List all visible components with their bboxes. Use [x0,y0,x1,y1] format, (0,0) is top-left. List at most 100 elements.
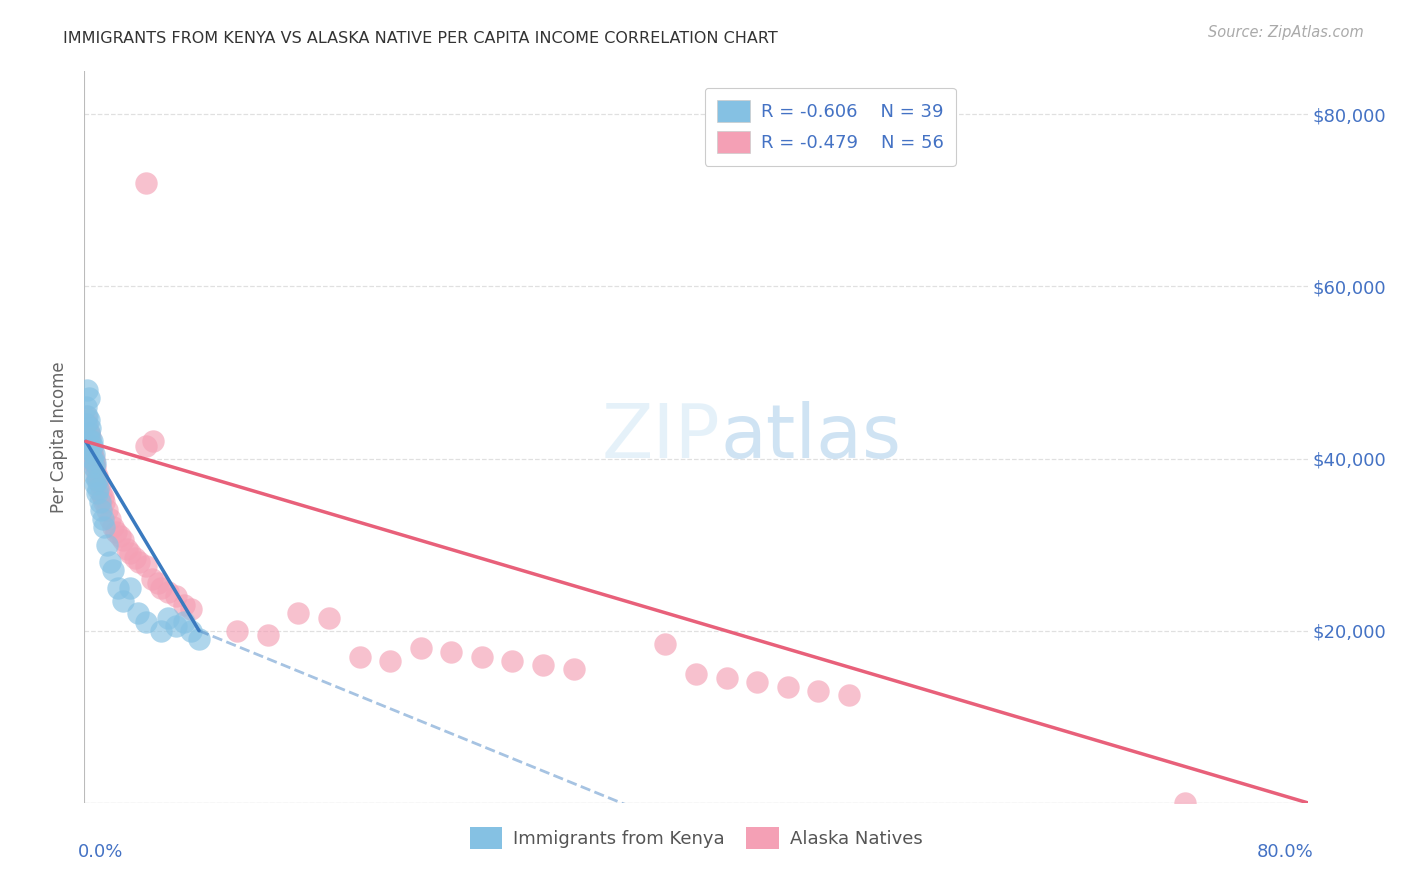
Point [838,688,860,702]
Point [84,477,107,491]
Point [502,654,524,668]
Point [349,649,371,664]
Point [80,442,103,457]
Point [76,383,98,397]
Point [80,451,103,466]
Point [75,417,97,432]
Point [86,473,108,487]
Y-axis label: Per Capita Income: Per Capita Income [51,361,69,513]
Point [84,460,107,475]
Point [79,442,101,457]
Text: Source: ZipAtlas.com: Source: ZipAtlas.com [1208,25,1364,40]
Point [409,640,432,655]
Point [83,451,105,466]
Point [128,555,150,569]
Point [87,473,110,487]
Point [86,468,108,483]
Point [111,533,134,548]
Point [165,619,187,633]
Point [173,598,195,612]
Point [86,486,108,500]
Point [135,559,157,574]
Legend: Immigrants from Kenya, Alaska Natives: Immigrants from Kenya, Alaska Natives [463,820,929,856]
Point [716,671,738,685]
Point [77,439,100,453]
Point [127,607,149,621]
Text: 0.0%: 0.0% [79,843,124,861]
Point [471,649,494,664]
Point [157,585,180,599]
Point [807,684,830,698]
Point [89,477,111,491]
Point [75,400,97,414]
Point [120,546,142,560]
Point [84,468,107,483]
Point [76,417,98,432]
Text: ZIP: ZIP [602,401,720,474]
Point [90,486,112,500]
Point [135,615,157,629]
Point [79,434,101,449]
Point [96,503,118,517]
Point [107,581,129,595]
Point [120,581,142,595]
Point [103,520,125,534]
Point [124,550,146,565]
Point [173,615,195,629]
Point [440,645,463,659]
Point [91,512,114,526]
Point [98,555,121,569]
Point [142,434,165,449]
Point [77,413,100,427]
Point [80,447,103,461]
Point [180,602,202,616]
Point [141,572,163,586]
Point [747,675,769,690]
Point [83,447,105,461]
Point [226,624,249,638]
Point [83,460,105,475]
Point [93,520,115,534]
Point [98,512,121,526]
Point [287,607,309,621]
Point [96,538,118,552]
Point [79,421,101,435]
Point [79,430,101,444]
Point [93,494,115,508]
Point [157,611,180,625]
Point [89,494,111,508]
Point [105,524,128,539]
Point [91,491,114,505]
Point [115,541,138,556]
Point [654,637,676,651]
Point [685,666,707,681]
Point [135,439,157,453]
Point [87,482,110,496]
Point [318,611,340,625]
Point [776,680,799,694]
Point [108,529,131,543]
Point [149,624,172,638]
Point [146,576,169,591]
Text: atlas: atlas [720,401,901,474]
Point [77,425,100,440]
Point [76,409,98,423]
Point [380,654,402,668]
Point [165,589,187,603]
Point [135,176,157,190]
Point [83,456,105,470]
Text: IMMIGRANTS FROM KENYA VS ALASKA NATIVE PER CAPITA INCOME CORRELATION CHART: IMMIGRANTS FROM KENYA VS ALASKA NATIVE P… [63,31,778,46]
Point [562,662,585,676]
Point [77,392,100,406]
Point [180,624,202,638]
Point [188,632,211,647]
Point [77,425,100,440]
Point [80,434,103,449]
Point [84,456,107,470]
Text: 80.0%: 80.0% [1257,843,1313,861]
Point [149,581,172,595]
Point [90,503,112,517]
Point [531,658,554,673]
Point [75,409,97,423]
Point [111,593,134,607]
